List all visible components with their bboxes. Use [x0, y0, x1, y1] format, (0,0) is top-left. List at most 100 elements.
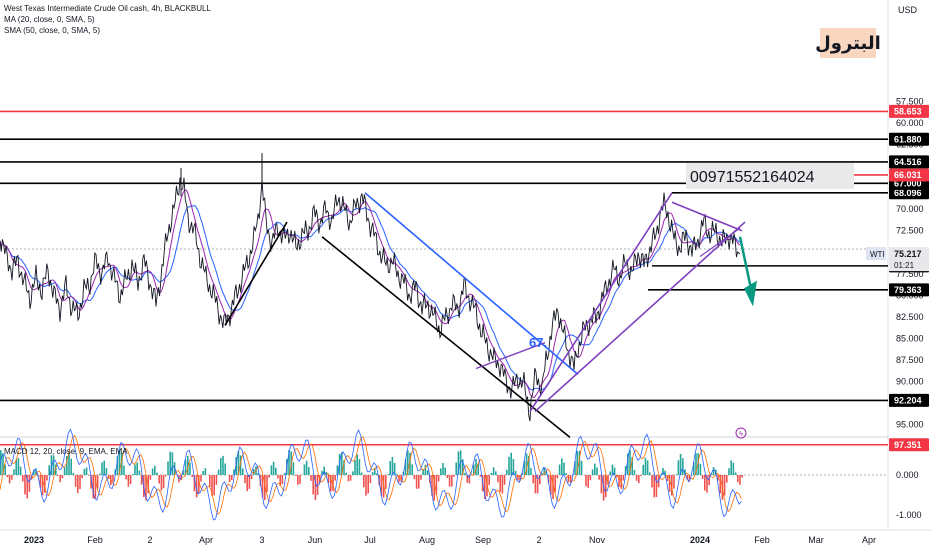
macd-histogram-bar — [325, 472, 328, 475]
macd-histogram-bar — [105, 468, 108, 475]
macd-histogram-bar — [202, 470, 204, 475]
sma-line — [0, 205, 741, 391]
macd-histogram-bar — [85, 467, 88, 475]
macd-histogram-bar — [455, 462, 457, 475]
macd-histogram-bar — [270, 465, 273, 475]
macd-histogram-bar — [275, 467, 277, 475]
macd-histogram-bar — [618, 475, 620, 488]
macd-histogram-bar — [167, 461, 169, 475]
macd-histogram-bar — [693, 462, 695, 475]
macd-histogram-bar — [123, 465, 125, 475]
macd-histogram-bar — [567, 475, 570, 483]
macd-histogram-bar — [662, 467, 664, 475]
time-axis-tick: Mar — [808, 535, 824, 545]
wedge-upper — [699, 227, 741, 258]
symbol-tag-label: WTI — [870, 250, 885, 259]
time-axis[interactable]: 2023 Feb 2 Apr 3 Jun Jul Aug Sep 2 Nov 2024 Feb Mar Ap… — [24, 535, 876, 545]
macd-histogram-bar — [77, 475, 79, 494]
ma-legend[interactable]: MA (20, close, 0, SMA, 5) — [4, 15, 95, 24]
macd-histogram-bar — [726, 475, 728, 483]
macd-histogram-bar — [385, 475, 387, 489]
chart-title: West Texas Intermediate Crude Oil cash, … — [4, 4, 211, 13]
macd-histogram-bar — [365, 475, 367, 496]
macd-histogram-bar — [118, 449, 121, 475]
macd-histogram-bar — [35, 468, 37, 475]
macd-histogram-bar — [303, 464, 306, 475]
macd-histogram-bar — [558, 464, 561, 475]
macd-histogram-bar — [686, 475, 688, 480]
level-tag-label: 79.363 — [894, 285, 922, 295]
macd-histogram-bar — [444, 467, 446, 475]
macd-histogram-bar — [611, 464, 614, 475]
macd-histogram-bar — [525, 453, 528, 475]
macd-histogram-bar — [52, 455, 55, 475]
macd-axis-tick: -1.000 — [896, 510, 922, 520]
trend-drawings — [180, 153, 757, 439]
bullish-arrow-head — [744, 280, 757, 307]
phone-box — [686, 163, 854, 189]
macd-histogram-bar — [649, 472, 651, 475]
time-axis-tick: 2024 — [690, 535, 710, 545]
macd-histogram-bar — [277, 475, 279, 479]
macd-histogram-bar — [741, 475, 743, 478]
macd-histogram-bar — [380, 475, 383, 496]
macd-histogram-bar — [94, 475, 97, 499]
macd-histogram-bar — [664, 470, 666, 475]
macd-histogram-bar — [165, 475, 167, 477]
macd-histogram-bar — [523, 460, 526, 475]
macd-legend[interactable]: MACD 12, 20, close, 9, EMA, EMA — [4, 447, 128, 456]
macd-histogram-bar — [231, 475, 233, 480]
macd-histogram-bar — [393, 462, 396, 475]
macd-histogram-bar — [448, 475, 451, 487]
macd-histogram-bar — [510, 452, 512, 475]
macd-histogram-bar — [68, 451, 70, 475]
macd-histogram-bar — [453, 475, 455, 477]
macd-histogram-bar — [633, 470, 636, 475]
macd-histogram-bar — [712, 467, 715, 475]
macd-histogram-bar — [136, 462, 138, 475]
macd-histogram-bar — [701, 475, 704, 479]
macd-histogram-bar — [83, 468, 86, 475]
macd-histogram-bar — [257, 473, 259, 475]
channel-upper — [534, 221, 746, 413]
macd-histogram-bar — [409, 452, 411, 475]
macd-histogram-bar — [19, 466, 22, 475]
time-axis-tick: 2 — [147, 535, 152, 545]
macd-histogram-bar — [61, 475, 64, 479]
macd-histogram-bar — [457, 451, 460, 475]
arabic-label-box — [820, 28, 876, 58]
macd-histogram-bar — [99, 473, 101, 475]
level-tag-label: 92.204 — [894, 396, 922, 406]
macd-histogram-bar — [140, 475, 143, 485]
macd-histogram-bar — [695, 453, 697, 475]
sma-legend[interactable]: SMA (50, close, 0, SMA, 5) — [4, 26, 101, 35]
macd-histogram-bar — [198, 475, 200, 493]
macd-histogram-bar — [697, 453, 699, 475]
alert-icon[interactable] — [735, 427, 747, 439]
macd-histogram-bar — [646, 460, 649, 475]
macd-histogram-bar — [191, 475, 193, 478]
macd-histogram-bar — [11, 475, 13, 480]
macd-histogram-bar — [556, 475, 559, 479]
macd-histogram-bar — [710, 473, 713, 475]
time-axis-tick: Feb — [87, 535, 103, 545]
macd-histogram-bar — [550, 475, 552, 495]
macd-histogram-bar — [578, 450, 581, 475]
macd-histogram-bar — [708, 475, 710, 486]
macd-histogram-bar — [33, 469, 35, 475]
macd-histogram-bar — [598, 475, 600, 480]
signal-line — [0, 434, 742, 515]
macd-histogram-bar — [382, 475, 385, 498]
macd-histogram-bar — [112, 475, 114, 482]
macd-histogram-bar — [169, 451, 171, 475]
macd-histogram-bar — [332, 475, 334, 491]
price-series — [0, 177, 741, 422]
macd-histogram-bar — [213, 475, 215, 496]
macd-histogram-bar — [22, 475, 24, 482]
macd-histogram-bar — [671, 475, 673, 496]
macd-histogram-bar — [704, 475, 706, 491]
level-tag — [889, 132, 929, 146]
macd-histogram-bar — [116, 456, 119, 475]
macd-histogram-bar — [446, 475, 449, 479]
